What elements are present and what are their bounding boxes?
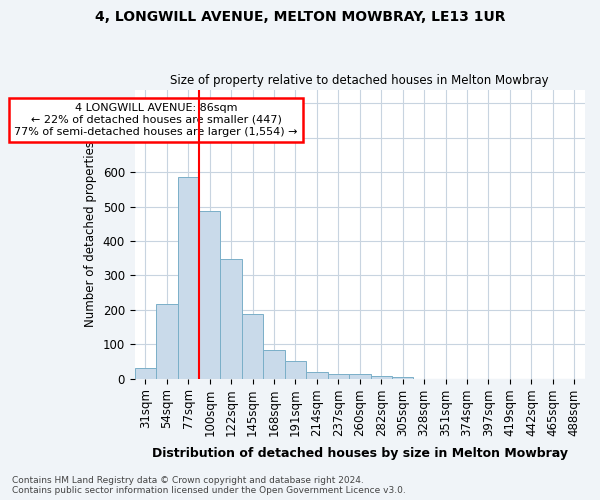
Bar [392,377,413,378]
Bar [178,178,199,378]
Bar [263,350,285,378]
Bar [199,211,220,378]
Bar [134,368,156,378]
X-axis label: Distribution of detached houses by size in Melton Mowbray: Distribution of detached houses by size … [152,447,568,460]
Text: 4 LONGWILL AVENUE: 86sqm
← 22% of detached houses are smaller (447)
77% of semi-: 4 LONGWILL AVENUE: 86sqm ← 22% of detach… [14,104,298,136]
Text: Contains HM Land Registry data © Crown copyright and database right 2024.
Contai: Contains HM Land Registry data © Crown c… [12,476,406,495]
Bar [306,372,328,378]
Bar [349,374,371,378]
Text: 4, LONGWILL AVENUE, MELTON MOWBRAY, LE13 1UR: 4, LONGWILL AVENUE, MELTON MOWBRAY, LE13… [95,10,505,24]
Bar [328,374,349,378]
Title: Size of property relative to detached houses in Melton Mowbray: Size of property relative to detached ho… [170,74,549,87]
Bar [242,314,263,378]
Bar [156,304,178,378]
Y-axis label: Number of detached properties: Number of detached properties [84,141,97,327]
Bar [220,259,242,378]
Bar [285,360,306,378]
Bar [371,376,392,378]
